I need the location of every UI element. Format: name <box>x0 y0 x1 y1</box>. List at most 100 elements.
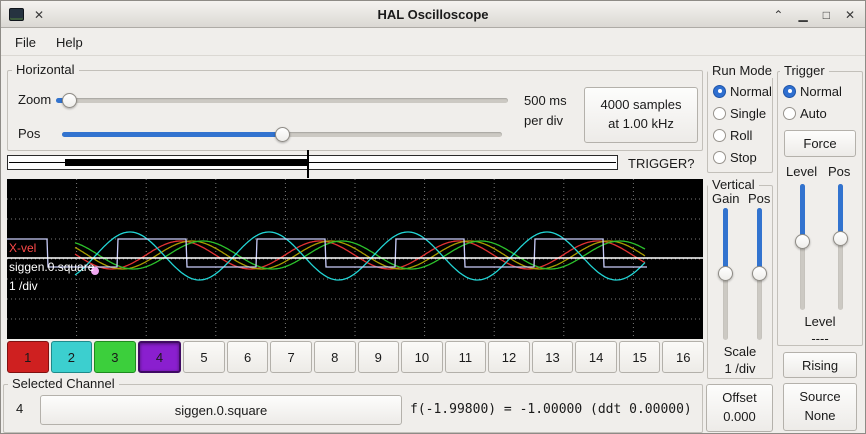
radio-label: Normal <box>730 83 772 99</box>
channel-button-6[interactable]: 6 <box>226 341 269 373</box>
minimize-icon[interactable]: ▁ <box>798 7 808 22</box>
radio-icon <box>713 150 726 164</box>
offset-value: 0.000 <box>723 409 756 424</box>
close-left-icon[interactable]: ✕ <box>34 7 45 22</box>
close-icon[interactable]: ✕ <box>844 7 855 22</box>
channel-button-8[interactable]: 8 <box>313 341 356 373</box>
scope-overlay-channel-name: siggen.0.square <box>9 260 95 274</box>
force-button[interactable]: Force <box>784 130 856 157</box>
probe-dot[interactable] <box>91 267 99 275</box>
pos-label: Pos <box>18 126 41 141</box>
offset-button[interactable]: Offset 0.000 <box>706 384 773 432</box>
horizontal-group-label: Horizontal <box>12 62 79 77</box>
trigger-source-value: None <box>804 408 836 423</box>
vertical-pos-slider-handle[interactable] <box>752 266 767 281</box>
maximize-icon[interactable]: □ <box>822 7 830 22</box>
trigger-pos-slider-handle[interactable] <box>833 231 848 246</box>
scope-overlay-scale: 1 /div <box>9 279 38 293</box>
selected-channel-number: 4 <box>16 401 24 416</box>
record-position-bar[interactable] <box>7 155 618 170</box>
horizontal-pos-slider-handle[interactable] <box>275 127 290 142</box>
run-mode-stop[interactable]: Stop <box>708 146 774 168</box>
trigger-level-readout-value: ---- <box>811 331 829 346</box>
trigger-mode-normal[interactable]: Normal <box>778 80 864 102</box>
samples-line2: at 1.00 kHz <box>608 116 674 131</box>
menu-file[interactable]: File <box>15 34 36 50</box>
window-title: HAL Oscilloscope <box>377 7 489 22</box>
trigger-edge-button[interactable]: Rising <box>783 352 857 378</box>
channel-button-3[interactable]: 3 <box>94 341 136 373</box>
radio-icon <box>713 106 726 120</box>
force-button-label: Force <box>803 136 837 151</box>
radio-icon <box>783 84 796 98</box>
channel-button-13[interactable]: 13 <box>531 341 574 373</box>
channel-button-1[interactable]: 1 <box>7 341 49 373</box>
time-per-div-unit: per div <box>524 113 564 128</box>
menu-help[interactable]: Help <box>55 34 83 50</box>
zoom-slider-handle[interactable] <box>62 93 77 108</box>
radio-label: Normal <box>800 83 842 99</box>
titlebar: ✕ HAL Oscilloscope ⌃ ▁ □ ✕ <box>1 1 865 28</box>
channel-button-12[interactable]: 12 <box>488 341 530 373</box>
shade-icon[interactable]: ⌃ <box>773 7 784 22</box>
offset-label: Offset <box>722 390 757 406</box>
scope-overlay-channel-red: X-vel <box>9 241 37 255</box>
channel-button-5[interactable]: 5 <box>183 341 225 373</box>
time-per-div-value: 500 ms <box>524 93 567 108</box>
trigger-position-marker[interactable] <box>307 150 309 178</box>
channel-button-9[interactable]: 9 <box>357 341 400 373</box>
trigger-group: Trigger Normal Auto Force Level Pos Level… <box>777 63 864 346</box>
trigger-pos-label: Pos <box>828 164 851 179</box>
record-baseline <box>9 162 616 163</box>
zoom-label: Zoom <box>18 92 52 107</box>
channel-button-4[interactable]: 4 <box>137 341 182 373</box>
selected-channel-name: siggen.0.square <box>174 402 268 418</box>
app-icon <box>9 8 24 21</box>
radio-label: Stop <box>730 149 757 165</box>
channel-button-14[interactable]: 14 <box>575 341 617 373</box>
horizontal-group: Horizontal Zoom 500 ms per div 4000 samp… <box>7 62 703 151</box>
menubar: File Help <box>1 29 865 56</box>
run-mode-normal[interactable]: Normal <box>708 80 774 102</box>
scope-display[interactable]: X-vel siggen.0.square 1 /div <box>7 179 703 339</box>
channel-button-16[interactable]: 16 <box>662 341 704 373</box>
run-mode-group: Run Mode Normal Single Roll Stop <box>707 63 776 173</box>
scope-canvas <box>7 179 703 339</box>
channel-button-10[interactable]: 10 <box>401 341 443 373</box>
radio-icon <box>783 106 796 120</box>
channel-button-11[interactable]: 11 <box>444 341 487 373</box>
selected-channel-name-button[interactable]: siggen.0.square <box>40 395 402 425</box>
radio-label: Roll <box>730 127 753 143</box>
record-filled-segment <box>65 159 308 166</box>
channel-button-row: 1 2 3 4 5 6 7 8 9 10 11 12 13 14 15 16 <box>7 341 704 374</box>
trigger-group-label: Trigger <box>780 63 829 78</box>
radio-icon <box>713 128 726 142</box>
radio-icon <box>713 84 726 98</box>
trigger-status-label: TRIGGER? <box>628 156 695 171</box>
run-mode-single[interactable]: Single <box>708 102 774 124</box>
trigger-level-readout-label: Level <box>804 314 836 329</box>
channel-yellow-wave <box>74 240 646 270</box>
vertical-group: Vertical Gain Pos Scale 1 /div <box>707 177 773 379</box>
gain-slider-handle[interactable] <box>718 266 733 281</box>
radio-label: Single <box>730 105 767 121</box>
trigger-level-slider-handle[interactable] <box>795 234 810 249</box>
vertical-group-label: Vertical <box>708 177 759 192</box>
samples-button[interactable]: 4000 samples at 1.00 kHz <box>584 87 698 143</box>
channel-button-15[interactable]: 15 <box>618 341 661 373</box>
run-mode-roll[interactable]: Roll <box>708 124 774 146</box>
samples-line1: 4000 samples <box>600 97 682 113</box>
trigger-source-button[interactable]: Source None <box>783 383 857 431</box>
channel-3-wave <box>74 240 646 270</box>
channel-button-7[interactable]: 7 <box>270 341 312 373</box>
channel-button-2[interactable]: 2 <box>50 341 93 373</box>
scale-value: 1 /div <box>724 361 756 376</box>
gain-label: Gain <box>712 191 740 206</box>
scale-label: Scale <box>723 344 757 359</box>
channel-value-readout: f(-1.99800) = -1.00000 (ddt 0.00000) <box>410 402 692 417</box>
vertical-pos-label: Pos <box>748 191 771 206</box>
trigger-mode-auto[interactable]: Auto <box>778 102 864 124</box>
channel-2-wave <box>74 231 646 281</box>
trigger-level-label: Level <box>786 164 818 179</box>
